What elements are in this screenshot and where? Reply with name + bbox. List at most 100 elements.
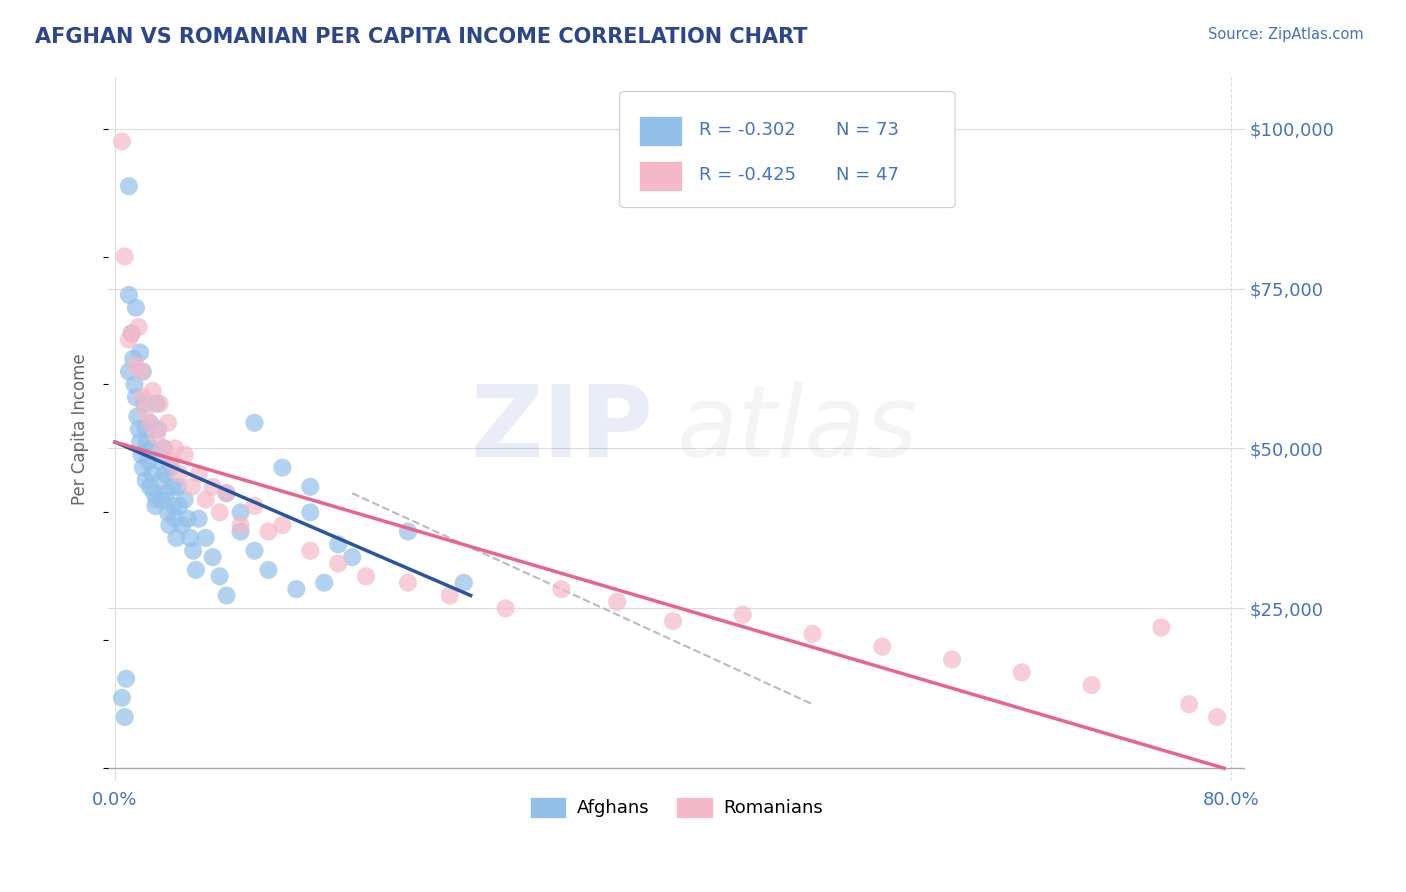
Point bbox=[257, 524, 280, 539]
Point bbox=[146, 428, 169, 442]
Point bbox=[243, 543, 266, 558]
Point bbox=[187, 467, 209, 481]
Point bbox=[127, 409, 149, 424]
Point bbox=[128, 319, 150, 334]
Point bbox=[129, 435, 152, 450]
Text: N = 73: N = 73 bbox=[835, 121, 898, 139]
Text: N = 47: N = 47 bbox=[835, 166, 898, 185]
Legend: Afghans, Romanians: Afghans, Romanians bbox=[523, 789, 831, 825]
Point bbox=[243, 499, 266, 513]
Point bbox=[114, 250, 136, 264]
Point bbox=[173, 448, 195, 462]
Point bbox=[271, 460, 294, 475]
Point bbox=[132, 365, 155, 379]
Point bbox=[159, 460, 181, 475]
Point bbox=[142, 384, 165, 398]
Point bbox=[142, 467, 165, 481]
Point bbox=[179, 531, 201, 545]
Point bbox=[121, 326, 143, 341]
FancyBboxPatch shape bbox=[620, 92, 955, 208]
Point bbox=[159, 454, 181, 468]
Point bbox=[1150, 620, 1173, 634]
Point bbox=[153, 467, 176, 481]
Point bbox=[156, 416, 179, 430]
Point bbox=[550, 582, 572, 596]
Point bbox=[396, 524, 419, 539]
Point bbox=[150, 474, 173, 488]
Point bbox=[299, 480, 322, 494]
Point bbox=[146, 397, 169, 411]
Point bbox=[135, 422, 157, 436]
Text: Source: ZipAtlas.com: Source: ZipAtlas.com bbox=[1208, 27, 1364, 42]
Point bbox=[1206, 710, 1229, 724]
Point bbox=[121, 326, 143, 341]
Point bbox=[328, 557, 350, 571]
Point bbox=[136, 435, 159, 450]
Point bbox=[139, 416, 162, 430]
Point bbox=[229, 505, 252, 519]
Point bbox=[340, 550, 363, 565]
Point bbox=[162, 499, 184, 513]
Point bbox=[141, 442, 163, 456]
Point bbox=[941, 652, 963, 666]
Point bbox=[152, 442, 174, 456]
Point bbox=[152, 492, 174, 507]
Point bbox=[157, 518, 180, 533]
Point bbox=[148, 422, 170, 436]
Point bbox=[156, 505, 179, 519]
Point bbox=[801, 627, 824, 641]
Point bbox=[145, 499, 167, 513]
Point bbox=[167, 499, 190, 513]
Point bbox=[495, 601, 517, 615]
Point bbox=[181, 543, 204, 558]
Y-axis label: Per Capita Income: Per Capita Income bbox=[72, 353, 89, 505]
Point bbox=[299, 543, 322, 558]
Point bbox=[215, 589, 238, 603]
Point bbox=[118, 288, 141, 302]
Point bbox=[152, 442, 174, 456]
Point bbox=[201, 480, 224, 494]
Point bbox=[160, 480, 183, 494]
Point bbox=[125, 301, 148, 315]
Point bbox=[118, 365, 141, 379]
Point bbox=[163, 442, 186, 456]
Point bbox=[731, 607, 754, 622]
Point bbox=[139, 416, 162, 430]
Point bbox=[271, 518, 294, 533]
Point bbox=[439, 589, 461, 603]
Point bbox=[167, 467, 190, 481]
Point bbox=[173, 492, 195, 507]
Text: AFGHAN VS ROMANIAN PER CAPITA INCOME CORRELATION CHART: AFGHAN VS ROMANIAN PER CAPITA INCOME COR… bbox=[35, 27, 807, 46]
Text: R = -0.302: R = -0.302 bbox=[699, 121, 796, 139]
Point bbox=[155, 486, 177, 500]
Point bbox=[187, 512, 209, 526]
Point bbox=[1080, 678, 1102, 692]
Point bbox=[132, 460, 155, 475]
Text: atlas: atlas bbox=[676, 381, 918, 478]
Point bbox=[215, 486, 238, 500]
Point bbox=[194, 531, 217, 545]
Point bbox=[208, 505, 231, 519]
Point bbox=[122, 351, 145, 366]
Point bbox=[135, 403, 157, 417]
Point bbox=[176, 512, 198, 526]
Point bbox=[257, 563, 280, 577]
Point bbox=[453, 575, 475, 590]
Point bbox=[201, 550, 224, 565]
Point bbox=[662, 614, 685, 628]
Point bbox=[149, 454, 172, 468]
Point bbox=[139, 480, 162, 494]
Point bbox=[146, 492, 169, 507]
Point bbox=[166, 480, 188, 494]
Point bbox=[124, 377, 146, 392]
Point bbox=[128, 422, 150, 436]
Point bbox=[215, 486, 238, 500]
Point bbox=[132, 390, 155, 404]
Point bbox=[314, 575, 336, 590]
Point bbox=[134, 397, 156, 411]
Point bbox=[184, 563, 207, 577]
Point bbox=[170, 518, 193, 533]
Point bbox=[328, 537, 350, 551]
Point bbox=[194, 492, 217, 507]
Point bbox=[118, 333, 141, 347]
